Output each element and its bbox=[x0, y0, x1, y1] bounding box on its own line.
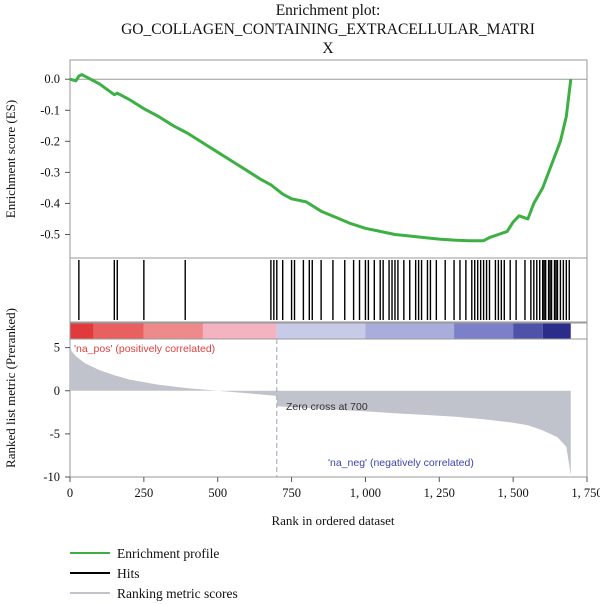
chart-title-line-2: GO_COLLAGEN_CONTAINING_EXTRACELLULAR_MAT… bbox=[121, 21, 535, 38]
x-tick-label: 1, 250 bbox=[424, 486, 455, 500]
hits-panel-frame bbox=[69, 257, 588, 323]
es-y-tick-label: -0.5 bbox=[40, 227, 60, 241]
es-panel: 0.0 -0.1 -0.2 -0.3 -0.4 -0.5 Enrichment score… bbox=[3, 59, 588, 259]
x-tick-label: 1, 000 bbox=[350, 486, 381, 500]
x-tick-label: 500 bbox=[208, 486, 227, 500]
ranking-heatmap-bar bbox=[69, 322, 588, 340]
es-y-axis-label: Enrichment score (ES) bbox=[3, 100, 18, 218]
ranking-metric-area bbox=[70, 343, 571, 476]
rank-y-axis-label: Ranked list metric (Preranked) bbox=[3, 308, 18, 468]
pos-correlated-label: 'na_pos' (positively correlated) bbox=[74, 343, 215, 355]
heatmap-segment bbox=[542, 323, 571, 339]
hits-panel bbox=[69, 257, 588, 323]
x-tick-label: 250 bbox=[134, 486, 153, 500]
heatmap-segment bbox=[513, 323, 543, 339]
legend-label-ranking-metric-scores: Ranking metric scores bbox=[117, 586, 238, 601]
heatmap-segment bbox=[276, 323, 366, 339]
es-y-tick-label: 0.0 bbox=[44, 72, 60, 86]
heatmap-segment bbox=[93, 323, 144, 339]
heatmap-segment bbox=[70, 323, 94, 339]
es-y-ticks: 0.0 -0.1 -0.2 -0.3 -0.4 -0.5 bbox=[40, 72, 70, 241]
hit-lines bbox=[78, 260, 570, 320]
x-tick-label: 1, 500 bbox=[498, 486, 529, 500]
es-y-tick-label: -0.2 bbox=[40, 134, 60, 148]
heatmap-segment bbox=[143, 323, 203, 339]
neg-correlated-label: 'na_neg' (negatively correlated) bbox=[328, 457, 474, 469]
chart-title-line-3: X bbox=[322, 40, 333, 57]
rank-y-tick-label: -5 bbox=[50, 427, 60, 441]
es-y-tick-label: -0.1 bbox=[40, 103, 60, 117]
legend: Enrichment profile Hits Ranking metric s… bbox=[70, 546, 238, 601]
x-tick-label: 1, 750 bbox=[571, 486, 600, 500]
heatmap-segment bbox=[454, 323, 514, 339]
rank-metric-panel: 5 0 -5 -10 'na_pos' (positively correlated)… bbox=[3, 308, 588, 484]
x-tick-label: 750 bbox=[282, 486, 301, 500]
chart-title-line-1: Enrichment plot: bbox=[276, 2, 381, 19]
zero-cross-label: Zero cross at 700 bbox=[286, 401, 368, 413]
x-tick-label: 0 bbox=[67, 486, 73, 500]
x-axis: 0 250 500 750 1, 000 1, 250 1, 500 1, 750 bbox=[67, 476, 600, 500]
rank-y-ticks: 5 0 -5 -10 bbox=[43, 341, 70, 484]
enrichment-profile-line bbox=[69, 73, 573, 243]
rank-y-tick-label: 0 bbox=[54, 384, 60, 398]
rank-y-tick-label: -10 bbox=[43, 470, 60, 484]
es-y-tick-label: -0.4 bbox=[40, 196, 61, 210]
rank-y-tick-label: 5 bbox=[54, 341, 60, 355]
heatmap-segment bbox=[202, 323, 277, 339]
legend-label-hits: Hits bbox=[117, 566, 140, 581]
x-axis-label: Rank in ordered dataset bbox=[271, 513, 394, 528]
heatmap-segment bbox=[365, 323, 455, 339]
es-y-tick-label: -0.3 bbox=[40, 165, 60, 179]
legend-label-enrichment-profile: Enrichment profile bbox=[117, 546, 219, 561]
